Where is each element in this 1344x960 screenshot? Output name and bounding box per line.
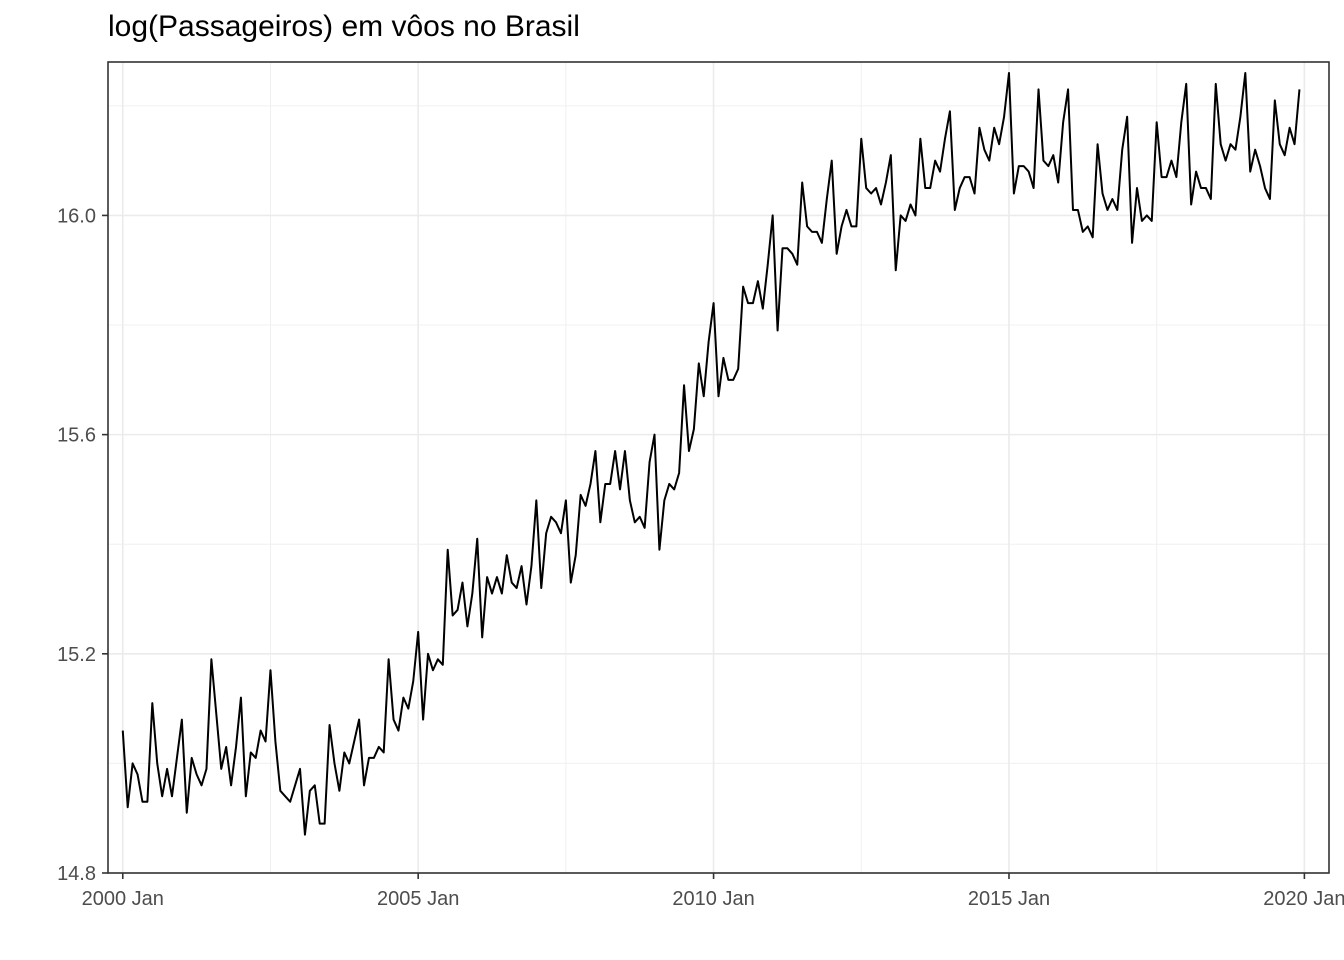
x-tick-label: 2010 Jan [672, 888, 754, 910]
y-tick-label: 14.8 [57, 863, 96, 885]
y-tick-label: 16.0 [57, 205, 96, 227]
y-axis: 14.8 15.2 15.6 16.0 [57, 205, 108, 885]
x-tick-label: 2000 Jan [82, 888, 164, 910]
x-tick-label: 2005 Jan [377, 888, 459, 910]
major-gridlines [108, 62, 1329, 874]
series-line [121, 71, 1301, 836]
x-tick-label: 2015 Jan [968, 888, 1050, 910]
y-tick-label: 15.6 [57, 425, 96, 447]
y-tick-label: 15.2 [57, 644, 96, 666]
plot-panel-border [107, 61, 1330, 874]
x-axis: 2000 Jan 2005 Jan 2010 Jan 2015 Jan 2020 Jan [82, 873, 1344, 910]
chart-title: log(Passageiros) em vôos no Brasil [108, 10, 580, 43]
x-tick-label: 2020 Jan [1263, 888, 1344, 910]
minor-gridlines [108, 62, 1329, 873]
